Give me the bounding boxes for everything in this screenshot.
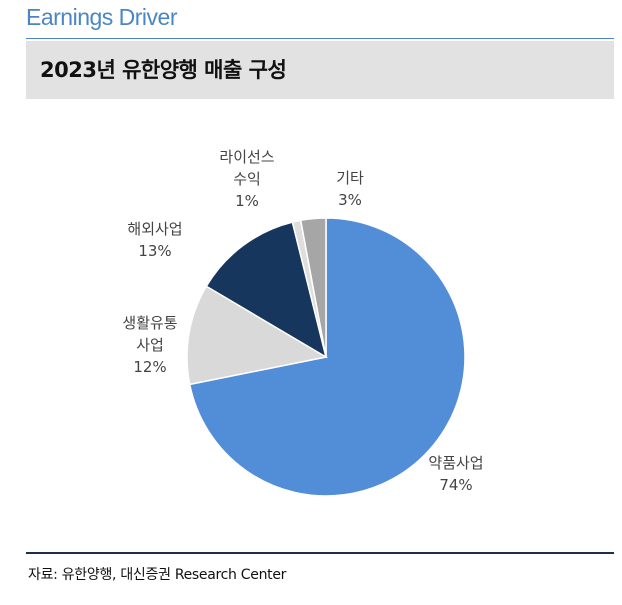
pie-slice bbox=[186, 285, 329, 386]
slice-category-label: 생활유통 bbox=[122, 314, 177, 332]
slice-category-label: 수익 bbox=[233, 170, 261, 188]
source-note: 자료: 유한양행, 대신증권 Research Center bbox=[28, 567, 287, 583]
slice-category-label: 라이선스 bbox=[219, 148, 274, 166]
chart-title: 2023년 유한양행 매출 구성 bbox=[40, 58, 287, 82]
slice-value-label: 13% bbox=[138, 242, 171, 260]
slice-category-label: 약품사업 bbox=[428, 454, 483, 472]
title-rule bbox=[26, 38, 614, 39]
slice-value-label: 12% bbox=[133, 358, 166, 376]
pie-slice bbox=[299, 217, 327, 358]
slice-value-label: 74% bbox=[439, 476, 472, 494]
section-title: Earnings Driver bbox=[26, 4, 178, 30]
slice-category-label: 해외사업 bbox=[127, 220, 182, 238]
bottom-rule bbox=[26, 552, 614, 554]
slice-value-label: 3% bbox=[338, 191, 362, 209]
pie-slice bbox=[205, 221, 328, 359]
chart-title-box: 2023년 유한양행 매출 구성 bbox=[26, 41, 614, 99]
slice-value-label: 1% bbox=[235, 192, 259, 210]
slice-category-label: 기타 bbox=[336, 169, 364, 187]
slice-category-label: 사업 bbox=[136, 336, 164, 354]
